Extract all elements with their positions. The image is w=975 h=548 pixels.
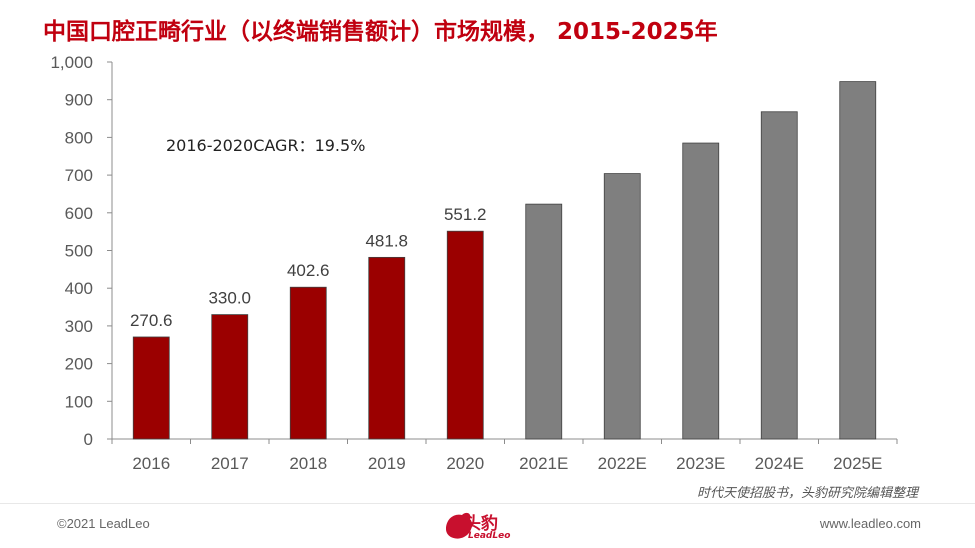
- bar-2017: [211, 314, 249, 440]
- bar-2019: [368, 256, 406, 440]
- leadleo-logo-icon: [446, 512, 472, 539]
- logo-subtext: LeadLeo: [468, 531, 511, 541]
- data-label: 551.2: [444, 205, 487, 224]
- y-tick-label: 100: [65, 392, 93, 411]
- data-label: 402.6: [287, 261, 330, 280]
- y-tick-label: 700: [65, 166, 93, 185]
- y-tick-label: 900: [65, 91, 93, 110]
- bar-2024E: [760, 111, 798, 440]
- y-tick-label: 400: [65, 279, 93, 298]
- y-tick-label: 800: [65, 128, 93, 147]
- data-label: 481.8: [365, 231, 408, 250]
- x-tick-label: 2020: [446, 454, 484, 473]
- chart-title: 中国口腔正畸行业（以终端销售额计）市场规模， 2015-2025年: [43, 19, 718, 45]
- bar-2022E: [603, 173, 641, 440]
- x-tick-label: 2024E: [755, 454, 804, 473]
- website-text: www.leadleo.com: [819, 516, 921, 531]
- y-tick-label: 0: [84, 430, 93, 449]
- footer-divider: [0, 503, 975, 504]
- x-tick-label: 2017: [211, 454, 249, 473]
- x-tick-label: 2019: [368, 454, 406, 473]
- bar-2018: [289, 286, 327, 440]
- cagr-annotation: 2016-2020CAGR：19.5%: [166, 136, 365, 155]
- bar-2016: [132, 336, 170, 440]
- x-tick-label: 2025E: [833, 454, 882, 473]
- bar-2023E: [682, 142, 720, 440]
- x-tick-label: 2022E: [598, 454, 647, 473]
- bar-2025E: [839, 81, 877, 440]
- x-tick-label: 2018: [289, 454, 327, 473]
- y-tick-label: 500: [65, 242, 93, 261]
- logo-text: 头豹: [464, 514, 498, 534]
- data-label: 330.0: [208, 289, 251, 308]
- bar-2021E: [525, 203, 563, 440]
- bar-2020: [446, 230, 484, 440]
- x-tick-label: 2023E: [676, 454, 725, 473]
- y-tick-label: 300: [65, 317, 93, 336]
- copyright-text: ©2021 LeadLeo: [57, 516, 150, 531]
- source-note: 时代天使招股书，头豹研究院编辑整理: [696, 486, 918, 501]
- y-tick-label: 1,000: [50, 53, 93, 72]
- x-tick-label: 2021E: [519, 454, 568, 473]
- y-tick-label: 600: [65, 204, 93, 223]
- y-tick-label: 200: [65, 355, 93, 374]
- x-tick-label: 2016: [132, 454, 170, 473]
- data-label: 270.6: [130, 311, 173, 330]
